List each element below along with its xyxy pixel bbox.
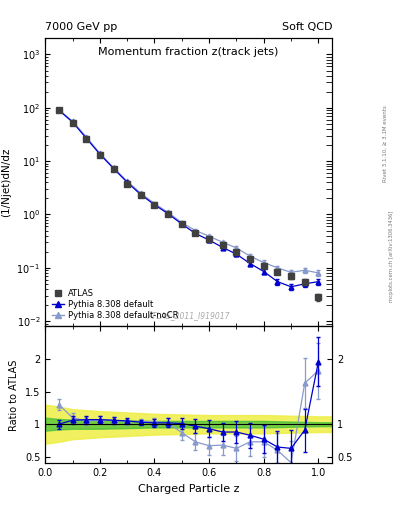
Text: Momentum fraction z(track jets): Momentum fraction z(track jets) bbox=[99, 47, 279, 57]
Text: mcplots.cern.ch [arXiv:1306.3436]: mcplots.cern.ch [arXiv:1306.3436] bbox=[389, 210, 393, 302]
Y-axis label: Ratio to ATLAS: Ratio to ATLAS bbox=[9, 359, 19, 431]
Text: Rivet 3.1.10, ≥ 3.1M events: Rivet 3.1.10, ≥ 3.1M events bbox=[383, 105, 387, 182]
X-axis label: Charged Particle z: Charged Particle z bbox=[138, 484, 239, 494]
Text: Soft QCD: Soft QCD bbox=[282, 22, 332, 32]
Legend: ATLAS, Pythia 8.308 default, Pythia 8.308 default-noCR: ATLAS, Pythia 8.308 default, Pythia 8.30… bbox=[50, 287, 181, 322]
Text: ATLAS_2011_I919017: ATLAS_2011_I919017 bbox=[147, 311, 230, 321]
Text: 7000 GeV pp: 7000 GeV pp bbox=[45, 22, 118, 32]
Y-axis label: (1/Njet)dN/dz: (1/Njet)dN/dz bbox=[1, 147, 11, 217]
